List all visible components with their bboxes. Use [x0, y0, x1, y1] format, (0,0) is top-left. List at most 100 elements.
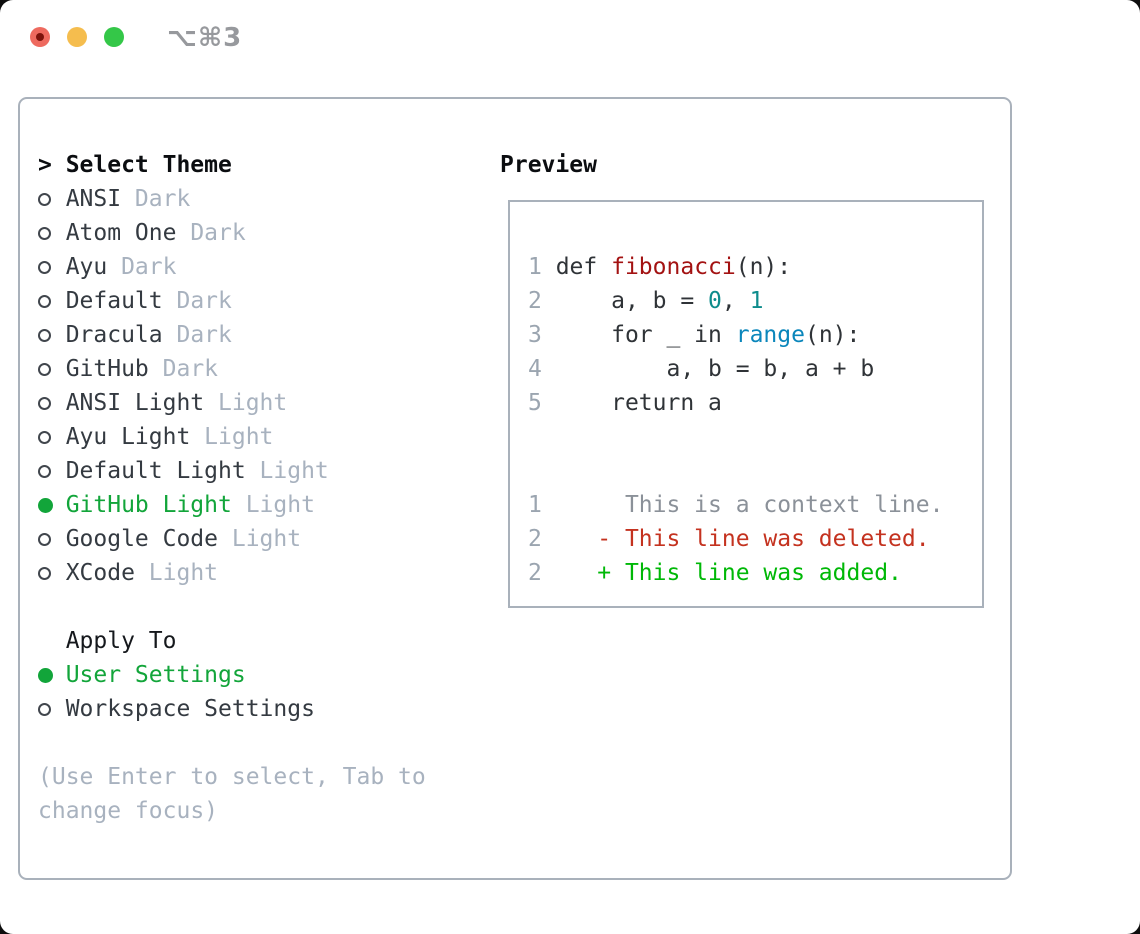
code-line: 2 - This line was deleted. — [528, 522, 943, 556]
option-label: Default Light — [65, 458, 246, 484]
radio-unselected-icon — [38, 396, 51, 410]
code-segment: This is a context line. — [541, 492, 944, 518]
line-number: 4 — [528, 356, 542, 382]
line-number: 2 — [528, 526, 542, 552]
select-theme-title: Select Theme — [65, 152, 232, 178]
theme-selector-panel: > Select Theme ANSI Dark Atom One Dark Ayu Da… — [18, 97, 1012, 880]
theme-variant-tag: Light — [231, 526, 302, 552]
option-label: Workspace Settings — [65, 696, 315, 722]
line-number: 1 — [528, 492, 542, 518]
radio-unselected-icon — [38, 260, 51, 274]
code-segment: return a — [541, 390, 722, 416]
minimize-button[interactable] — [67, 27, 87, 47]
radio-selected-icon — [38, 497, 53, 513]
theme-variant-tag: Dark — [134, 186, 191, 212]
code-line: 4 a, b = b, a + b — [528, 352, 943, 386]
theme-variant-tag: Light — [218, 390, 288, 416]
code-segment: for _ in — [541, 322, 736, 348]
option-label: Atom One — [65, 220, 177, 246]
code-segment: fibonacci — [611, 254, 736, 280]
close-button[interactable] — [30, 27, 50, 47]
theme-variant-tag: Light — [245, 492, 315, 518]
radio-unselected-icon — [38, 328, 51, 342]
theme-variant-tag: Dark — [176, 322, 232, 348]
theme-variant-tag: Light — [148, 560, 219, 586]
apply-option-user-settings[interactable]: User Settings — [38, 658, 426, 692]
option-label: Dracula — [65, 322, 163, 348]
code-line: 1 This is a context line. — [528, 488, 943, 522]
code-blank-line — [528, 454, 943, 488]
theme-option-atom-one[interactable]: Atom One Dark — [38, 216, 426, 250]
code-segment: 0 — [708, 288, 722, 314]
theme-option-github-light[interactable]: GitHub Light Light — [38, 488, 426, 522]
select-theme-header: > Select Theme — [38, 148, 426, 182]
option-label: GitHub Light — [65, 492, 232, 518]
hint-line-1: (Use Enter to select, Tab to — [38, 764, 426, 790]
theme-list: ANSI Dark Atom One Dark Ayu Dark Default Dark Dr… — [38, 182, 426, 590]
code-segment: - This line was deleted. — [541, 526, 930, 552]
radio-unselected-icon — [38, 226, 51, 240]
theme-option-xcode[interactable]: XCode Light — [38, 556, 426, 590]
line-number: 2 — [528, 560, 542, 586]
option-label: XCode — [65, 560, 135, 586]
line-number: 2 — [528, 288, 542, 314]
apply-to-header: Apply To — [38, 624, 426, 658]
theme-option-ayu[interactable]: Ayu Dark — [38, 250, 426, 284]
theme-option-google-code[interactable]: Google Code Light — [38, 522, 426, 556]
theme-variant-tag: Light — [259, 458, 329, 484]
prompt-arrow-icon: > — [38, 152, 52, 178]
code-line: 2 + This line was added. — [528, 556, 943, 590]
theme-variant-tag: Light — [204, 424, 274, 450]
radio-unselected-icon — [38, 464, 51, 478]
option-label: Ayu — [65, 254, 108, 280]
theme-option-ansi-light[interactable]: ANSI Light Light — [38, 386, 426, 420]
radio-unselected-icon — [38, 532, 51, 546]
theme-option-github[interactable]: GitHub Dark — [38, 352, 426, 386]
theme-option-default[interactable]: Default Dark — [38, 284, 426, 318]
code-segment: 1 — [749, 288, 764, 314]
option-label: Default — [65, 288, 163, 314]
theme-variant-tag: Dark — [190, 220, 246, 246]
option-label: Google Code — [65, 526, 219, 552]
theme-option-ansi[interactable]: ANSI Dark — [38, 182, 426, 216]
code-segment: + This line was added. — [541, 560, 902, 586]
theme-variant-tag: Dark — [162, 356, 219, 382]
code-line: 3 for _ in range(n): — [528, 318, 943, 352]
theme-variant-tag: Dark — [176, 288, 232, 314]
code-segment: a, b = b, a + b — [541, 356, 875, 382]
radio-unselected-icon — [38, 294, 51, 308]
line-number: 5 — [528, 390, 542, 416]
theme-option-dracula[interactable]: Dracula Dark — [38, 318, 426, 352]
code-segment: (n): — [804, 322, 861, 348]
theme-list-section: > Select Theme ANSI Dark Atom One Dark Ayu Da… — [38, 148, 426, 828]
theme-variant-tag: Dark — [121, 254, 177, 280]
code-segment: a, b = — [541, 288, 709, 314]
option-label: User Settings — [65, 662, 246, 688]
line-number: 3 — [528, 322, 542, 348]
code-blank-line — [528, 420, 943, 454]
radio-unselected-icon — [38, 430, 51, 444]
option-label: ANSI Light — [65, 390, 205, 416]
option-label: GitHub — [65, 356, 149, 382]
line-number: 1 — [528, 254, 542, 280]
maximize-button[interactable] — [104, 27, 124, 47]
code-segment: , — [721, 288, 750, 314]
code-segment: def — [541, 254, 612, 280]
titlebar: ⌥⌘3 — [0, 0, 1140, 74]
theme-option-ayu-light[interactable]: Ayu Light Light — [38, 420, 426, 454]
spacer — [38, 726, 426, 760]
code-line: 1 def fibonacci(n): — [528, 250, 943, 284]
apply-option-workspace-settings[interactable]: Workspace Settings — [38, 692, 426, 726]
apply-to-title: Apply To — [65, 628, 177, 654]
close-inner-dot-icon — [36, 33, 44, 41]
traffic-lights — [30, 27, 124, 47]
code-line: 2 a, b = 0, 1 — [528, 284, 943, 318]
preview-title: Preview — [500, 152, 597, 178]
window-title: ⌥⌘3 — [167, 23, 243, 53]
radio-unselected-icon — [38, 702, 51, 716]
radio-unselected-icon — [38, 362, 51, 376]
radio-unselected-icon — [38, 192, 51, 206]
theme-option-default-light[interactable]: Default Light Light — [38, 454, 426, 488]
